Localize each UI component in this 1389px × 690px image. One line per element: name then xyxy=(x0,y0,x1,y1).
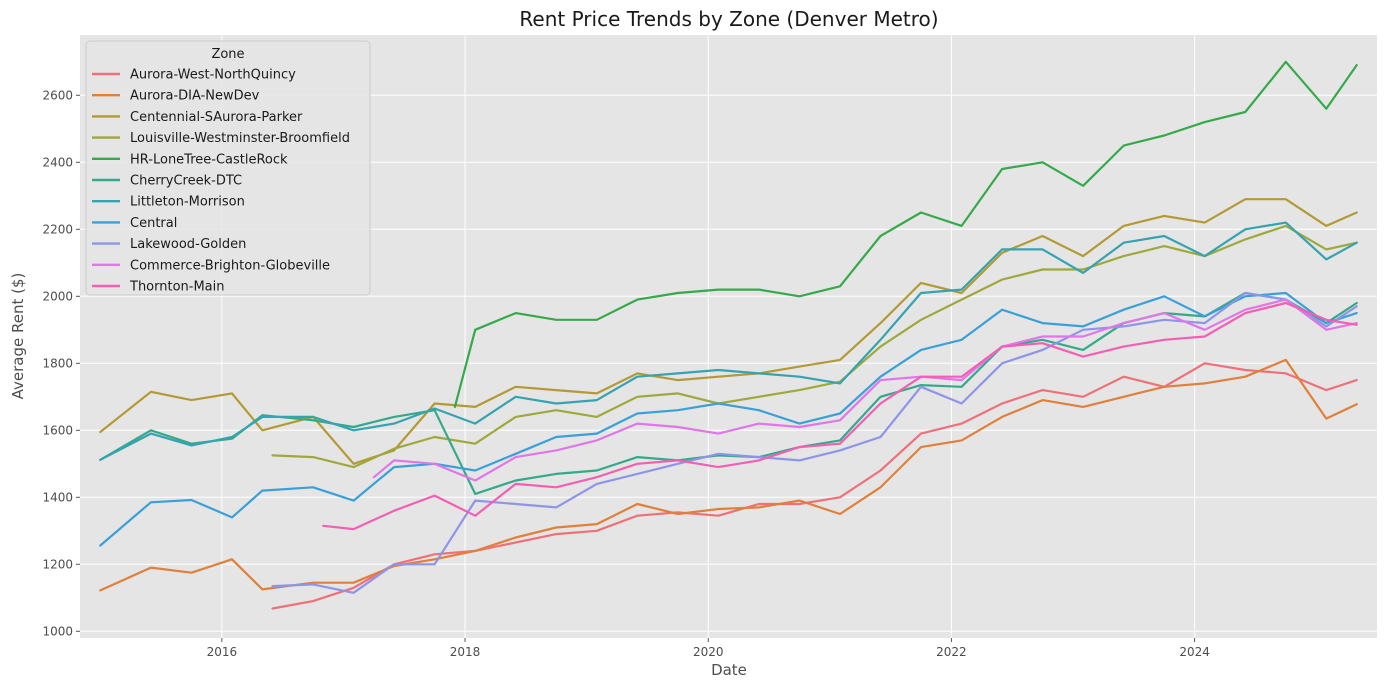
legend-item: Centennial-SAurora-Parker xyxy=(92,110,303,125)
legend-box xyxy=(85,40,371,296)
legend-item: Louisville-Westminster-Broomfield xyxy=(92,131,350,146)
x-tick-label: 2024 xyxy=(1179,645,1210,659)
x-tick-label: 2018 xyxy=(450,645,481,659)
series-line-thornton-main xyxy=(322,301,1358,531)
legend-label: Central xyxy=(130,216,177,231)
series-line-commerce-brighton-globeville xyxy=(372,298,1358,482)
legend-item: Littleton-Morrison xyxy=(92,195,245,210)
legend-title: Zone xyxy=(211,47,244,62)
chart-title: Rent Price Trends by Zone (Denver Metro) xyxy=(519,7,938,31)
legend-label: CherryCreek-DTC xyxy=(130,174,242,189)
legend-item: HR-LoneTree-CastleRock xyxy=(92,152,288,167)
series-line-central xyxy=(99,291,1358,547)
y-tick-label: 1600 xyxy=(42,423,73,437)
series-line-centennial-saurora-parker xyxy=(99,198,1358,465)
y-tick-label: 2600 xyxy=(42,88,73,102)
legend-label: Thornton-Main xyxy=(129,280,225,295)
x-axis-label: Date xyxy=(711,661,747,679)
y-tick-label: 1000 xyxy=(42,624,73,638)
y-tick-label: 2000 xyxy=(42,289,73,303)
legend-item: CherryCreek-DTC xyxy=(92,174,242,189)
legend-items: Aurora-West-NorthQuincy Aurora-DIA-NewDev… xyxy=(92,68,350,295)
series-lines xyxy=(99,60,1358,610)
legend: Zone Aurora-West-NorthQuincy Aurora-DIA-N… xyxy=(85,40,371,296)
legend-label: Aurora-West-NorthQuincy xyxy=(130,68,296,83)
legend-item: Lakewood-Golden xyxy=(92,237,246,252)
series-line-littleton-morrison xyxy=(99,221,1358,461)
legend-item: Aurora-West-NorthQuincy xyxy=(92,68,296,83)
series-line-aurora-west-northquincy xyxy=(271,362,1358,610)
y-tick-label: 1400 xyxy=(42,490,73,504)
x-tick-label: 2022 xyxy=(936,645,967,659)
y-tick-label: 1200 xyxy=(42,557,73,571)
x-tick-label: 2020 xyxy=(693,645,724,659)
legend-label: Aurora-DIA-NewDev xyxy=(130,89,260,104)
y-axis-ticks: 1000 1200 1400 1600 1800 2000 2200 2400 2600 xyxy=(42,88,80,638)
legend-label: Commerce-Brighton-Globeville xyxy=(130,258,330,273)
x-axis-ticks: 2016 2018 2020 2022 2024 xyxy=(207,638,1210,659)
series-line-aurora-dia-newdev xyxy=(99,358,1358,592)
legend-item: Aurora-DIA-NewDev xyxy=(92,89,260,104)
legend-item: Central xyxy=(92,216,177,231)
series-line-louisville-westminster-broomfield xyxy=(271,224,1358,469)
series-line-hr-lonetree-castlerock xyxy=(453,60,1358,408)
legend-label: HR-LoneTree-CastleRock xyxy=(130,152,288,167)
y-tick-label: 2200 xyxy=(42,222,73,236)
legend-label: Louisville-Westminster-Broomfield xyxy=(130,131,350,146)
legend-label: Lakewood-Golden xyxy=(130,237,246,252)
y-tick-label: 2400 xyxy=(42,155,73,169)
x-tick-label: 2016 xyxy=(207,645,238,659)
legend-label: Littleton-Morrison xyxy=(130,195,245,210)
y-axis-label: Average Rent ($) xyxy=(9,273,27,400)
legend-label: Centennial-SAurora-Parker xyxy=(130,110,303,125)
legend-item: Thornton-Main xyxy=(92,280,225,295)
legend-item: Commerce-Brighton-Globeville xyxy=(92,258,330,273)
y-tick-label: 1800 xyxy=(42,356,73,370)
